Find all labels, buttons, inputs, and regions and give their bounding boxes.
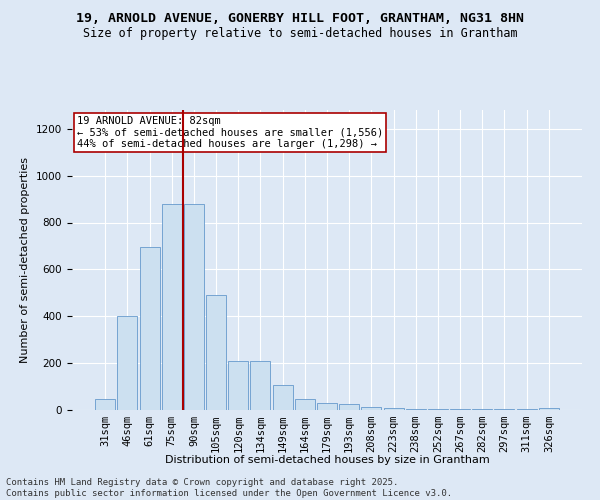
Bar (95, 399, 115, 410)
Bar (450, 409, 470, 410)
Text: 19 ARNOLD AVENUE: 82sqm
← 53% of semi-detached houses are smaller (1,556)
44% of: 19 ARNOLD AVENUE: 82sqm ← 53% of semi-de… (77, 116, 383, 149)
X-axis label: Distribution of semi-detached houses by size in Grantham: Distribution of semi-detached houses by … (164, 455, 490, 465)
Bar (361, 407, 382, 410)
Bar (317, 404, 337, 410)
Bar (517, 409, 536, 410)
Bar (228, 361, 248, 410)
Bar (472, 409, 492, 410)
Bar (206, 295, 226, 410)
Text: 19, ARNOLD AVENUE, GONERBY HILL FOOT, GRANTHAM, NG31 8HN: 19, ARNOLD AVENUE, GONERBY HILL FOOT, GR… (76, 12, 524, 26)
Bar (428, 409, 448, 410)
Bar (539, 408, 559, 410)
Bar (184, 204, 204, 410)
Bar (162, 204, 182, 410)
Bar (383, 408, 404, 410)
Bar (272, 386, 293, 410)
Bar (339, 404, 359, 410)
Text: Contains HM Land Registry data © Crown copyright and database right 2025.
Contai: Contains HM Land Registry data © Crown c… (6, 478, 452, 498)
Bar (250, 361, 271, 410)
Bar (118, 316, 137, 410)
Text: Size of property relative to semi-detached houses in Grantham: Size of property relative to semi-detach… (83, 28, 517, 40)
Y-axis label: Number of semi-detached properties: Number of semi-detached properties (20, 157, 31, 363)
Bar (406, 409, 426, 410)
Bar (140, 247, 160, 410)
Bar (295, 400, 315, 410)
Bar (494, 409, 514, 410)
